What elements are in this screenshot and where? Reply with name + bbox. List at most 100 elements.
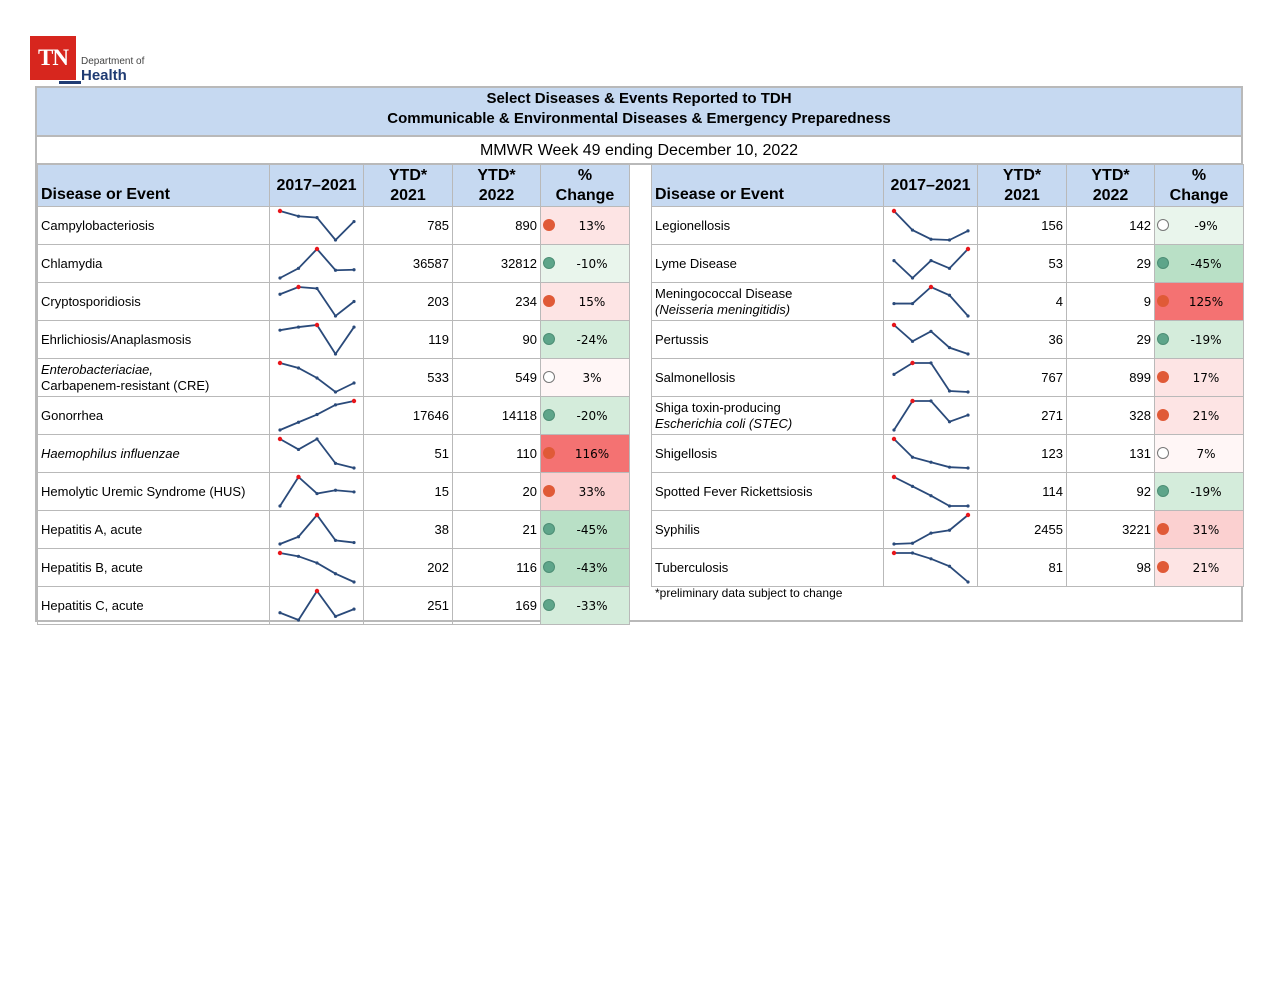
disease-name-cell: Tuberculosis (651, 548, 884, 587)
sparkline-point (929, 329, 933, 333)
pct-change-cell: -19% (1154, 320, 1244, 359)
sparkline-point (278, 428, 282, 432)
sparkline-point (966, 229, 970, 233)
pct-change-cell: 15% (540, 282, 630, 321)
pct-change-cell: 116% (540, 434, 630, 473)
sparkline-path (279, 589, 355, 622)
ytd-2022-value: 32812 (452, 244, 541, 283)
ytd-2022-value: 3221 (1066, 510, 1155, 549)
disease-name: Hepatitis B, acute (41, 559, 143, 575)
sparkline-point (296, 325, 301, 329)
ytd-2021-value: 51 (363, 434, 453, 473)
disease-name: Cryptosporidiosis (41, 293, 141, 309)
sparkline-path (893, 210, 969, 241)
year-label: 2021 (390, 187, 426, 204)
pct-change-value: 33% (578, 485, 606, 499)
disease-name-cell: Hepatitis B, acute (37, 548, 270, 587)
sparkline-chart (277, 360, 356, 394)
disease-name-cell: Legionellosis (651, 206, 884, 245)
sparkline-chart (892, 398, 970, 432)
sparkline-path (893, 248, 969, 280)
disease-name: Haemophilus influenzae (41, 445, 180, 461)
sparkline-path (279, 475, 355, 507)
pct-change-cell: 21% (1154, 396, 1244, 435)
sparkline-path (279, 324, 355, 356)
sparkline-point (966, 314, 970, 318)
ytd-2021-value: 203 (363, 282, 453, 321)
disease-name-cell: Lyme Disease (651, 244, 884, 283)
sparkline-chart (891, 208, 970, 242)
sparkline-point (333, 488, 338, 492)
disease-name: Campylobacteriosis (41, 217, 155, 233)
sparkline-point (278, 542, 282, 546)
ytd-2022-value: 131 (1066, 434, 1155, 473)
disease-name-cell: Shiga toxin-producing Escherichia coli (S… (651, 396, 884, 435)
sparkline-max-point (891, 322, 897, 328)
pct-symbol: % (1191, 167, 1207, 184)
table-row: Syphilis 2455 3221 31% (651, 510, 1244, 549)
disease-name: Syphilis (655, 521, 700, 537)
sparkline-cell (883, 358, 978, 397)
sparkline-point (315, 376, 319, 380)
ytd-2022-value: 21 (452, 510, 541, 549)
left-disease-table: Disease or Event 2017–2021 YTD* 2021 YTD*… (37, 164, 630, 625)
disease-name-cell: Haemophilus influenzae (37, 434, 270, 473)
trend-indicator-icon (1157, 409, 1169, 421)
ytd-2021-value: 251 (363, 586, 453, 625)
disease-name-line1: Shiga toxin-producing (655, 399, 781, 415)
disease-name: Shigellosis (655, 445, 718, 461)
pct-change-column-header: % Change (1154, 164, 1244, 207)
ytd-2022-value: 29 (1066, 320, 1155, 359)
table-row: Hemolytic Uremic Syndrome (HUS) 15 20 33% (37, 472, 630, 511)
trend-indicator-icon (1157, 371, 1169, 383)
disease-name: Lyme Disease (655, 255, 737, 271)
ytd-2021-value: 533 (363, 358, 453, 397)
table-row: Tuberculosis 81 98 21% (651, 548, 1244, 587)
ytd-2021-column-header: YTD* 2021 (363, 164, 453, 207)
ytd-2021-value: 767 (977, 358, 1067, 397)
sparkline-point (352, 580, 356, 584)
sparkline-max-point (314, 246, 320, 252)
pct-change-cell: -9% (1154, 206, 1244, 245)
sparkline-point (966, 504, 970, 508)
table-row: Meningococcal Disease (Neisseria meningit… (651, 282, 1244, 321)
disease-name: Tuberculosis (655, 559, 729, 575)
ytd-2021-value: 785 (363, 206, 453, 245)
sparkline-chart (892, 246, 971, 280)
sparkline-max-point (314, 322, 320, 328)
ytd-2022-value: 92 (1066, 472, 1155, 511)
logo-health-text: Health (81, 67, 127, 84)
disease-name-cell: Syphilis (651, 510, 884, 549)
sparkline-point (910, 276, 915, 280)
sparkline-path (279, 552, 355, 583)
pct-change-value: 3% (582, 371, 602, 385)
sparkline-point (929, 531, 933, 535)
sparkline-max-point (928, 284, 934, 290)
disease-name: Hepatitis A, acute (41, 521, 143, 537)
sparkline-chart (277, 550, 356, 584)
sparkline-point (278, 276, 282, 280)
sparkline-point (966, 580, 970, 584)
table-row: Lyme Disease 53 29 -45% (651, 244, 1244, 283)
ytd-2022-value: 899 (1066, 358, 1155, 397)
pct-change-cell: 3% (540, 358, 630, 397)
tn-logo-mark: TN (30, 36, 76, 80)
change-label: Change (555, 187, 615, 204)
trend-indicator-icon (543, 485, 555, 497)
footnote: *preliminary data subject to change (655, 586, 843, 600)
ytd-2022-value: 328 (1066, 396, 1155, 435)
sparkline-max-point (277, 360, 283, 366)
trend-indicator-icon (1157, 523, 1169, 535)
sparkline-point (333, 352, 338, 356)
ytd-2022-value: 98 (1066, 548, 1155, 587)
sparkline-point (333, 572, 338, 576)
sparkline-cell (269, 282, 364, 321)
trend-indicator-icon (543, 333, 555, 345)
pct-change-value: 125% (1188, 295, 1224, 309)
sparkline-cell (269, 548, 364, 587)
disease-name-cell: Enterobacteriaciae, Carbapenem-resistant … (37, 358, 270, 397)
ytd-2022-column-header: YTD* 2022 (452, 164, 541, 207)
disease-name-cell: Hepatitis A, acute (37, 510, 270, 549)
range-column-header: 2017–2021 (883, 164, 978, 207)
sparkline-point (333, 538, 338, 542)
